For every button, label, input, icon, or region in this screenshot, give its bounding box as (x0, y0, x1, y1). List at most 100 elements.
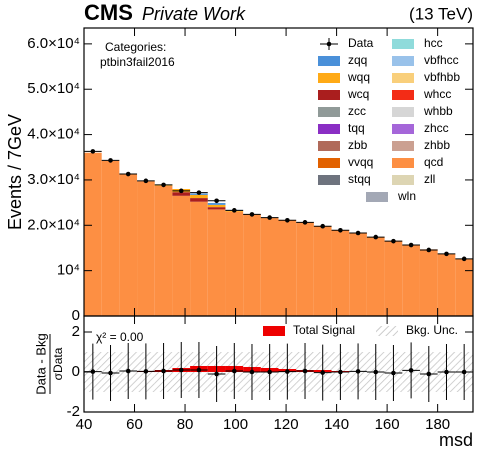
stack-bar (419, 249, 438, 316)
stack-bar (260, 217, 279, 316)
data-marker (214, 198, 219, 204)
data-point (349, 230, 367, 236)
stack-bar (207, 207, 226, 210)
category-title: Categories: (105, 40, 166, 54)
legend-label: zqq (348, 53, 367, 67)
legend-label: vbfhcc (424, 53, 459, 67)
x-tick-label: 120 (274, 416, 299, 433)
residual-point (214, 371, 219, 377)
residual-point (267, 369, 272, 375)
data-point (207, 198, 226, 204)
legend-swatch (392, 175, 414, 185)
data-marker (320, 223, 326, 229)
data-marker (90, 149, 96, 154)
residual-point (320, 370, 326, 375)
stack-bar (101, 160, 120, 316)
data-point (243, 212, 261, 217)
legend-swatch (366, 192, 388, 202)
stack-bar (84, 152, 102, 316)
ratio-ylabel-numerator: Data - Bkg (33, 333, 48, 394)
legend-label: wln (397, 189, 416, 203)
legend-label: wqq (347, 70, 370, 84)
legend-swatch (392, 158, 414, 168)
data-marker (338, 227, 343, 233)
legend-swatch (318, 90, 340, 100)
stack-bar (190, 194, 208, 199)
x-tick-label: 180 (425, 416, 450, 433)
legend-swatch (392, 56, 414, 66)
experiment: CMS (84, 0, 133, 25)
legend-swatch (318, 107, 340, 117)
data-marker (391, 238, 396, 244)
legend-swatch (392, 90, 414, 100)
data-point (84, 149, 102, 154)
stack-bar (207, 209, 226, 316)
x-tick-label: 60 (126, 416, 143, 433)
stack-bar (190, 201, 208, 316)
data-marker (355, 230, 361, 236)
y-tick-label: 5.0×10⁴ (27, 80, 80, 97)
legend-label: qcd (424, 155, 443, 169)
data-point (455, 256, 473, 262)
stack-bar (243, 214, 261, 316)
legend-label: zhbb (424, 138, 450, 152)
legend-label: Data (348, 36, 374, 50)
data-marker (178, 188, 184, 194)
data-marker (426, 247, 432, 253)
residual-point (161, 368, 166, 374)
data-point (154, 182, 173, 188)
stack-bar (349, 233, 367, 316)
data-marker (196, 190, 202, 195)
stack-bar (172, 195, 191, 316)
stack-bar (296, 222, 314, 316)
residual-point (125, 368, 131, 374)
legend-label: hcc (424, 36, 443, 50)
data-point (190, 190, 208, 195)
residual-point (196, 367, 202, 373)
ratio-y-tick-label: 2 (72, 323, 80, 340)
legend-data: Data (320, 36, 374, 50)
legend-data-marker (326, 41, 332, 47)
legend-swatch (392, 107, 414, 117)
residual-point (338, 369, 343, 375)
data-point (296, 220, 314, 225)
ratio-y-tick-label: 0 (72, 363, 80, 380)
data-marker (143, 178, 149, 184)
residual-point (373, 369, 379, 375)
x-tick-label: 140 (324, 416, 349, 433)
ratio-frame (83, 315, 474, 413)
stack-bar (190, 198, 208, 202)
residual-point (90, 369, 96, 374)
residual-point (249, 369, 255, 375)
data-marker (161, 182, 166, 188)
data-point (384, 238, 403, 244)
data-point (101, 158, 120, 163)
data-marker (302, 220, 308, 225)
y-tick-label: 3.0×10⁴ (27, 171, 80, 188)
data-marker (285, 218, 290, 223)
y-tick-label: 10⁴ (57, 262, 80, 279)
legend-swatch (318, 141, 340, 151)
energy: (13 TeV) (409, 4, 473, 23)
stack-bar (278, 220, 297, 316)
residual-point (143, 369, 149, 374)
legend-label: whcc (423, 87, 451, 101)
legend-label: zhcc (424, 121, 449, 135)
stack-bar (366, 237, 385, 316)
data-marker (461, 256, 467, 262)
residual-point (461, 369, 467, 375)
legend-swatch (392, 39, 414, 49)
data-marker (444, 251, 449, 257)
x-tick-label: 100 (223, 416, 248, 433)
legend-swatch (318, 124, 340, 134)
legend-label: Bkg. Unc. (406, 323, 458, 337)
legend-label: zcc (348, 104, 366, 118)
legend-label: wcq (347, 87, 369, 101)
stack-bar (154, 185, 173, 316)
y-axis-label: Events / 7GeV (5, 114, 25, 230)
data-point (172, 188, 191, 194)
data-point (119, 171, 138, 177)
data-point (331, 227, 350, 233)
ratio-ylabel-denominator: σData (51, 347, 65, 380)
